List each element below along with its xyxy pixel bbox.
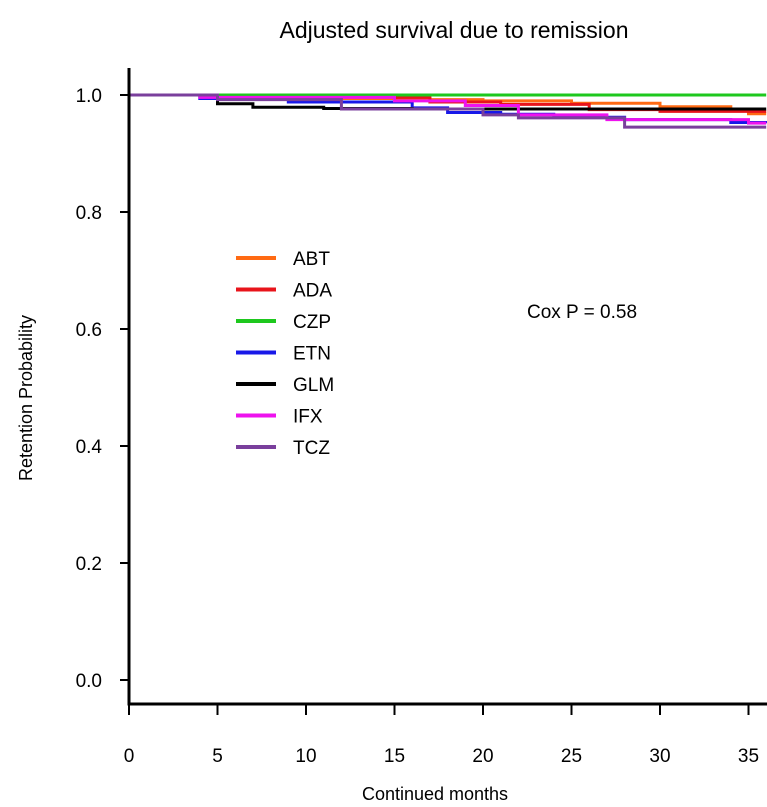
x-tick-label: 15 — [384, 746, 405, 767]
plot-series — [129, 93, 767, 129]
series-line-tcz — [129, 93, 767, 129]
legend-label-ada: ADA — [293, 281, 332, 302]
legend-label-etn: ETN — [293, 344, 331, 365]
x-axis-label: Continued months — [362, 784, 508, 804]
legend-label-ifx: IFX — [293, 407, 323, 428]
axes: 0.0 0.2 0.4 0.6 0.8 1.0 0 5 10 15 20 25 30 35 — [76, 68, 767, 767]
y-tick-label: 0.4 — [76, 437, 103, 458]
legend-label-glm: GLM — [293, 375, 334, 396]
cox-p-annotation: Cox P = 0.58 — [527, 302, 637, 323]
y-tick-label: 1.0 — [76, 86, 102, 107]
y-tick-label: 0.2 — [76, 554, 102, 575]
series-line-ifx — [129, 93, 767, 125]
y-axis-label: Retention Probability — [16, 315, 36, 481]
x-tick-label: 25 — [561, 746, 582, 767]
x-tick-label: 30 — [649, 746, 670, 767]
series-line-glm — [129, 93, 767, 111]
x-tick-label: 0 — [124, 746, 135, 767]
y-tick-label: 0.0 — [76, 671, 102, 692]
x-tick-label: 10 — [295, 746, 316, 767]
y-tick-label: 0.6 — [76, 320, 102, 341]
legend-label-tcz: TCZ — [293, 438, 330, 459]
x-tick-label: 5 — [212, 746, 223, 767]
chart-title: Adjusted survival due to remission — [280, 17, 629, 43]
legend: ABT ADA CZP ETN GLM IFX TCZ — [236, 249, 334, 459]
y-tick-label: 0.8 — [76, 203, 102, 224]
legend-label-abt: ABT — [293, 249, 330, 270]
x-tick-label: 20 — [472, 746, 493, 767]
legend-label-czp: CZP — [293, 312, 331, 333]
x-tick-label: 35 — [738, 746, 759, 767]
